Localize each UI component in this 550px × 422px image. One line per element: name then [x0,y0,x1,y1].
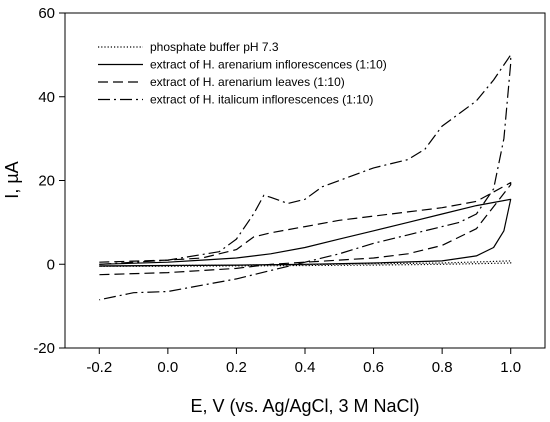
series-line-4 [99,54,512,301]
legend-label-3: extract of H. arenarium leaves (1:10) [150,75,345,89]
legend: phosphate buffer pH 7.3 extract of H. are… [98,40,387,107]
x-tick-label: 0.6 [363,359,384,376]
y-axis-title: I, µA [2,161,22,198]
x-tick-label: 0.2 [226,359,247,376]
series-layer [99,54,512,301]
legend-label-2: extract of H. arenarium inflorescences (… [150,58,387,72]
x-tick-label: 0.4 [295,359,316,376]
legend-label-4: extract of H. italicum inflorescences (1… [150,93,373,107]
x-axis-title: E, V (vs. Ag/AgCl, 3 M NaCl) [190,396,419,416]
y-tick-label: 40 [38,89,55,106]
y-tick-label: 0 [47,256,55,273]
legend-label-1: phosphate buffer pH 7.3 [150,40,279,54]
series-line-3 [99,182,512,276]
y-tick-label: -20 [33,340,55,357]
x-tick-label: 1.0 [500,359,521,376]
y-tick-label: 60 [38,5,55,22]
x-tick-label: 0.8 [432,359,453,376]
x-tick-label: 0.0 [157,359,178,376]
y-tick-label: 20 [38,173,55,190]
x-tick-label: -0.2 [86,359,112,376]
series-line-2 [99,198,512,267]
axis-ticks: -0.2 0.0 0.2 0.4 0.6 0.8 1.0 -20 0 20 40 60 [33,5,521,376]
